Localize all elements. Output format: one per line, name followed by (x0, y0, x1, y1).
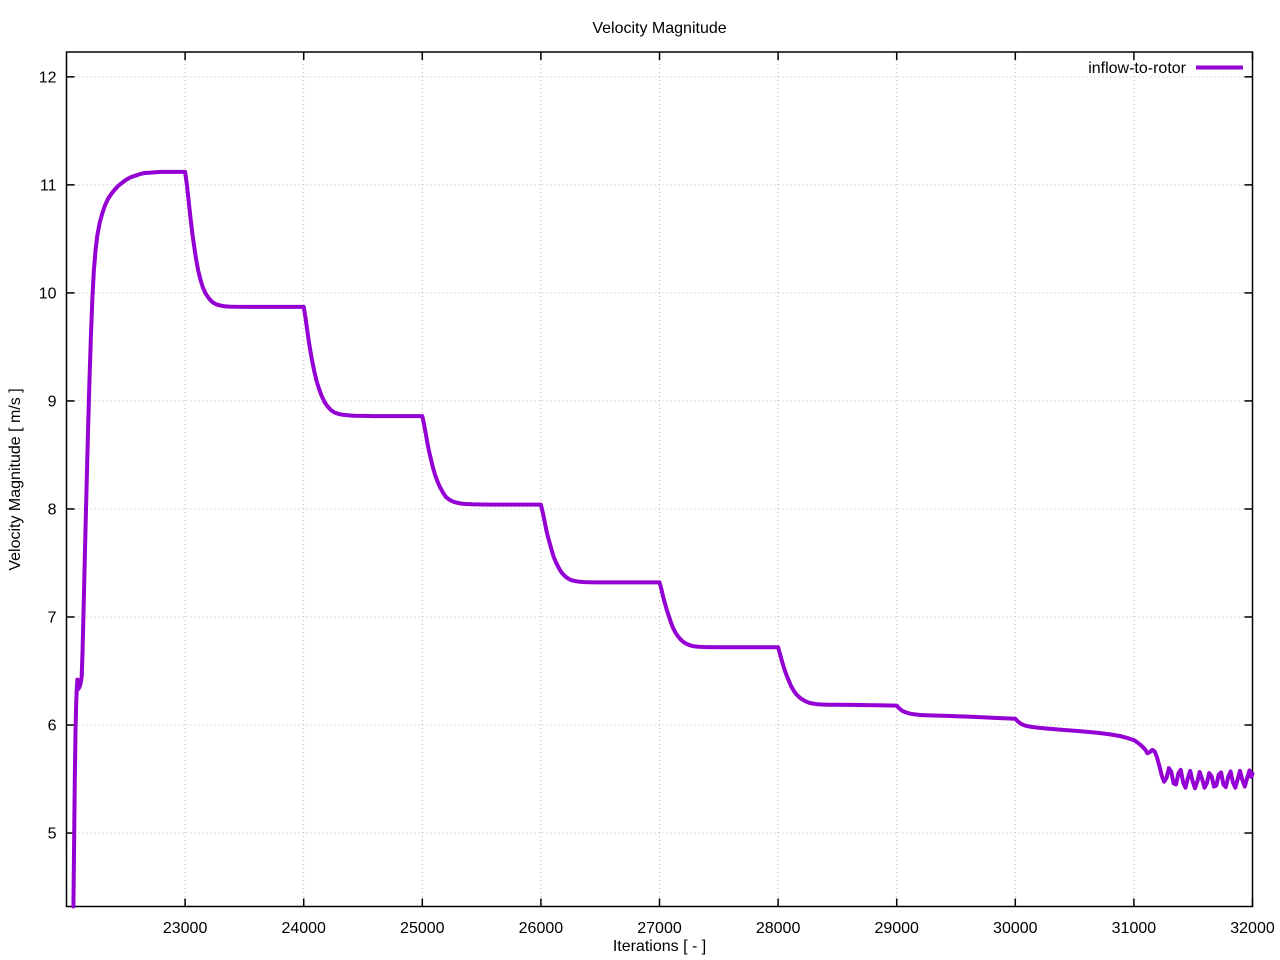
x-tick-label: 31000 (1112, 920, 1157, 937)
y-tick-label: 12 (39, 69, 57, 86)
series-lines (71, 169, 1255, 909)
y-tick-label: 7 (48, 609, 57, 626)
y-axis-label: Velocity Magnitude [ m/s ] (7, 388, 24, 570)
y-tick-label: 9 (48, 393, 57, 410)
x-tick-label: 27000 (637, 920, 682, 937)
x-tick-label: 23000 (163, 920, 208, 937)
x-tick-label: 25000 (400, 920, 445, 937)
x-axis-label: Iterations [ - ] (613, 938, 706, 955)
chart-title: Velocity Magnitude (592, 20, 726, 37)
series-line-inflow-to-rotor (71, 169, 1255, 909)
x-tick-label: 30000 (993, 920, 1038, 937)
y-tick-label: 11 (40, 177, 57, 194)
y-tick-label: 6 (48, 718, 57, 735)
legend-label-inflow-to-rotor: inflow-to-rotor (1088, 60, 1186, 77)
x-tick-label: 24000 (281, 920, 326, 937)
x-tick-label: 32000 (1230, 920, 1275, 937)
x-tick-label: 29000 (874, 920, 919, 937)
axes: 23000 24000 25000 26000 27000 28000 29000 30000… (39, 51, 1275, 937)
x-tick-label: 28000 (756, 920, 801, 937)
legend: inflow-to-rotor (1088, 60, 1243, 77)
gridlines (66, 52, 1253, 907)
y-tick-label: 8 (48, 501, 57, 518)
y-tick-label: 5 (48, 826, 57, 843)
y-tick-label: 10 (39, 285, 57, 302)
x-tick-label: 26000 (519, 920, 564, 937)
